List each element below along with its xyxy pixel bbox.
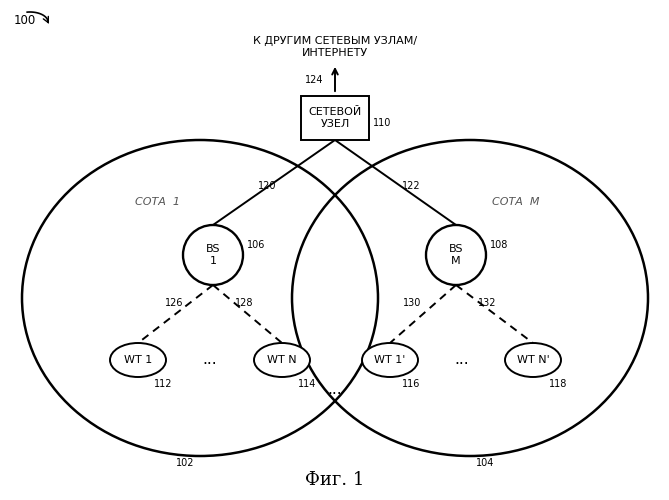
Text: 106: 106 <box>247 240 266 250</box>
Text: 110: 110 <box>373 118 391 128</box>
Ellipse shape <box>110 343 166 377</box>
Text: 118: 118 <box>549 379 567 389</box>
Text: 100: 100 <box>14 14 36 27</box>
Text: 104: 104 <box>476 458 494 468</box>
Text: Фиг. 1: Фиг. 1 <box>305 471 365 489</box>
Text: WT 1: WT 1 <box>124 355 152 365</box>
Text: ...: ... <box>203 352 217 368</box>
Circle shape <box>183 225 243 285</box>
Text: 132: 132 <box>478 298 496 308</box>
Text: BS
M: BS M <box>449 244 463 266</box>
Text: СЕТЕВОЙ
УЗЕЛ: СЕТЕВОЙ УЗЕЛ <box>308 107 362 129</box>
Ellipse shape <box>254 343 310 377</box>
Text: СОТА  М: СОТА М <box>492 197 539 207</box>
Text: СОТА  1: СОТА 1 <box>135 197 180 207</box>
Text: 108: 108 <box>490 240 508 250</box>
Text: 102: 102 <box>176 458 194 468</box>
Text: WT 1': WT 1' <box>375 355 405 365</box>
Text: WT N': WT N' <box>516 355 549 365</box>
FancyBboxPatch shape <box>301 96 369 140</box>
Text: 120: 120 <box>258 181 276 191</box>
Ellipse shape <box>362 343 418 377</box>
Text: BS
1: BS 1 <box>206 244 220 266</box>
Text: 124: 124 <box>304 75 323 85</box>
Text: 114: 114 <box>298 379 316 389</box>
Text: 122: 122 <box>402 181 421 191</box>
Circle shape <box>426 225 486 285</box>
Text: ...: ... <box>454 352 469 368</box>
Text: 116: 116 <box>402 379 420 389</box>
Text: ...: ... <box>328 382 343 398</box>
Ellipse shape <box>505 343 561 377</box>
Text: 128: 128 <box>235 298 254 308</box>
Text: WT N: WT N <box>267 355 297 365</box>
Text: К ДРУГИМ СЕТЕВЫМ УЗЛАМ/
ИНТЕРНЕТУ: К ДРУГИМ СЕТЕВЫМ УЗЛАМ/ ИНТЕРНЕТУ <box>253 36 417 58</box>
Text: 112: 112 <box>154 379 173 389</box>
Text: 130: 130 <box>403 298 421 308</box>
Text: 126: 126 <box>165 298 183 308</box>
